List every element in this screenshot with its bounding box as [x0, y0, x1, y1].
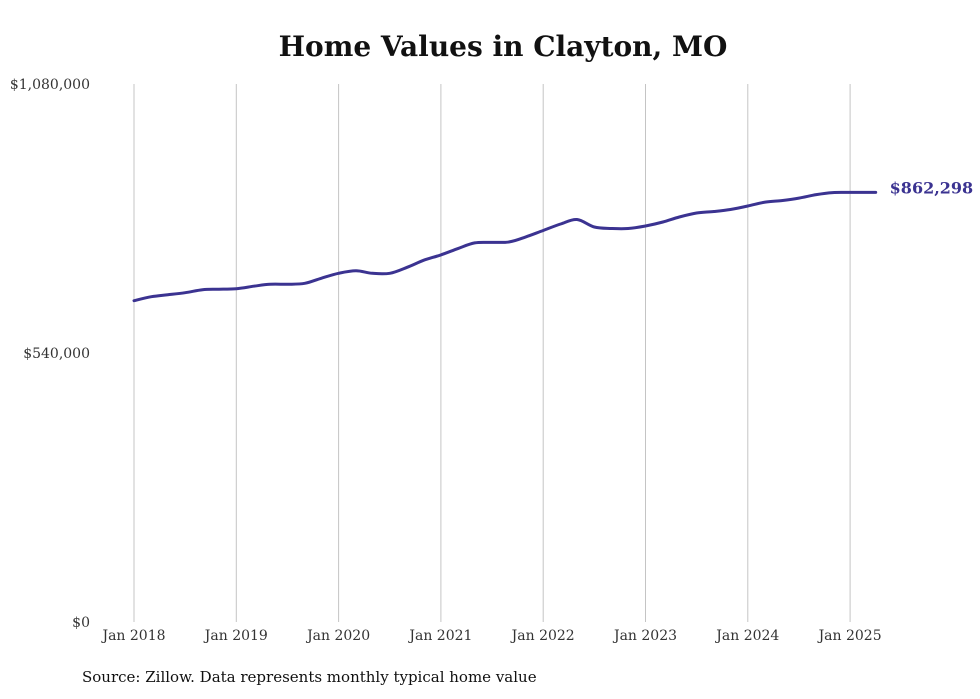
y-tick-label: $1,080,000: [10, 77, 90, 93]
series-line: [132, 190, 878, 303]
x-tick-label: Jan 2022: [510, 628, 575, 644]
end-value-label: $862,298: [890, 178, 974, 197]
x-tick-label: Jan 2018: [100, 628, 165, 644]
source-note: Source: Zillow. Data represents monthly …: [82, 668, 537, 686]
grid-layer: [133, 84, 851, 622]
x-tick-label: Jan 2024: [714, 628, 779, 644]
axis-layer: Jan 2018 Jan 2019 Jan 2020 Jan 2021 Jan 2022…: [10, 77, 882, 644]
y-tick-label: $540,000: [23, 346, 90, 362]
x-tick-label: Jan 2020: [305, 628, 370, 644]
label-layer: $862,298: [890, 178, 974, 197]
x-tick-label: Jan 2019: [203, 628, 268, 644]
chart-title: Home Values in Clayton, MO: [278, 30, 728, 63]
y-tick-label: $0: [72, 615, 90, 631]
series-layer: [132, 190, 878, 303]
x-tick-label: Jan 2023: [612, 628, 677, 644]
x-tick-label: Jan 2021: [407, 628, 472, 644]
x-tick-label: Jan 2025: [817, 628, 882, 644]
